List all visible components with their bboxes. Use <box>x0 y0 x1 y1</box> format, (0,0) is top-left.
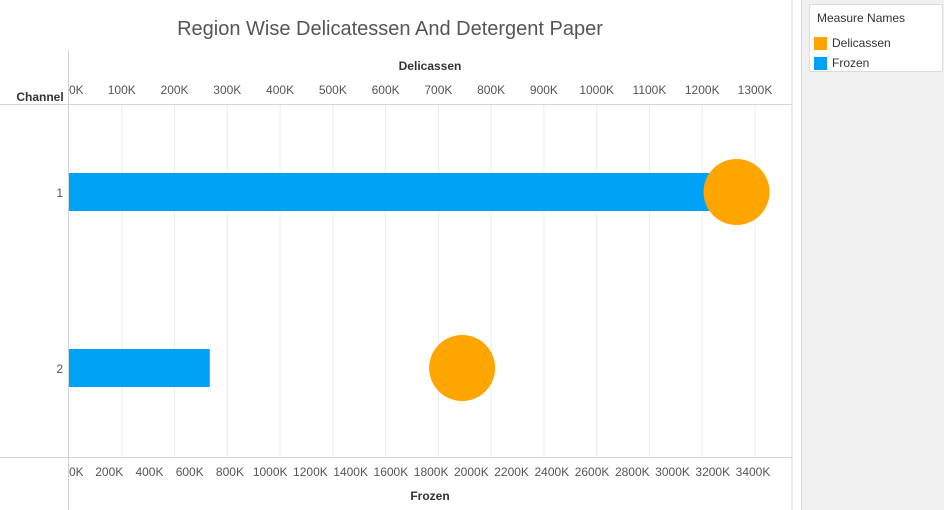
bottom-tick-label: 2800K <box>615 465 650 479</box>
bottom-tick-label: 1200K <box>293 465 328 479</box>
marks <box>69 159 770 401</box>
bottom-tick-label: 600K <box>176 465 204 479</box>
chart-title: Region Wise Delicatessen And Detergent P… <box>177 18 603 40</box>
chart-area: Region Wise Delicatessen And Detergent P… <box>0 0 793 510</box>
top-tick-label: 700K <box>424 83 452 97</box>
top-tick-label: 400K <box>266 83 294 97</box>
top-tick-label: 1100K <box>633 83 667 97</box>
top-tick-label: 900K <box>530 83 558 97</box>
bottom-tick-label: 2600K <box>575 465 610 479</box>
top-tick-label: 1300K <box>738 83 773 97</box>
circle-delicassen-channel-2 <box>429 335 496 401</box>
chart-svg: Region Wise Delicatessen And Detergent P… <box>0 0 793 510</box>
top-tick-label: 200K <box>161 83 189 97</box>
top-tick-label: 0K <box>69 83 84 97</box>
legend-swatch-delicassen <box>814 37 827 50</box>
top-tick-label: 100K <box>108 83 136 97</box>
bottom-tick-label: 3400K <box>736 465 771 479</box>
top-tick-label: 1000K <box>579 83 614 97</box>
gridlines <box>121 105 756 457</box>
top-tick-label: 1200K <box>685 83 720 97</box>
category-label-1: 1 <box>56 186 63 200</box>
legend-label-frozen: Frozen <box>832 56 870 70</box>
axes <box>0 0 793 510</box>
bar-frozen-channel-2 <box>69 349 210 387</box>
bottom-tick-label: 800K <box>216 465 244 479</box>
bottom-tick-label: 2200K <box>494 465 529 479</box>
top-tick-label: 500K <box>319 83 347 97</box>
top-tick-label: 300K <box>213 83 241 97</box>
bottom-tick-label: 3200K <box>695 465 730 479</box>
side-panel: Measure Names Delicassen Frozen <box>801 0 944 510</box>
bottom-tick-label: 0K <box>69 465 84 479</box>
bottom-tick-label: 1800K <box>414 465 449 479</box>
bottom-tick-label: 2400K <box>534 465 569 479</box>
bottom-tick-label: 200K <box>95 465 123 479</box>
legend: Measure Names Delicassen Frozen <box>809 4 943 72</box>
top-tick-label: 600K <box>372 83 400 97</box>
circle-delicassen-channel-1 <box>703 159 770 225</box>
top-tick-label: 800K <box>477 83 505 97</box>
bottom-tick-label: 400K <box>135 465 163 479</box>
legend-swatch-frozen <box>814 57 827 70</box>
tick-labels: 0K 100K 200K 300K 400K 500K 600K 700K 800K 900K 10… <box>56 83 772 479</box>
bar-frozen-channel-1 <box>69 173 743 211</box>
bottom-tick-label: 3000K <box>655 465 690 479</box>
bottom-tick-label: 1000K <box>253 465 288 479</box>
bottom-tick-label: 1600K <box>374 465 409 479</box>
top-axis-label: Delicassen <box>399 59 462 73</box>
bottom-tick-label: 1400K <box>333 465 368 479</box>
row-header-channel: Channel <box>16 90 63 104</box>
bottom-tick-label: 2000K <box>454 465 489 479</box>
category-label-2: 2 <box>56 362 63 376</box>
bottom-axis-label: Frozen <box>410 489 449 503</box>
legend-title: Measure Names <box>817 11 906 25</box>
legend-label-delicassen: Delicassen <box>832 36 891 50</box>
